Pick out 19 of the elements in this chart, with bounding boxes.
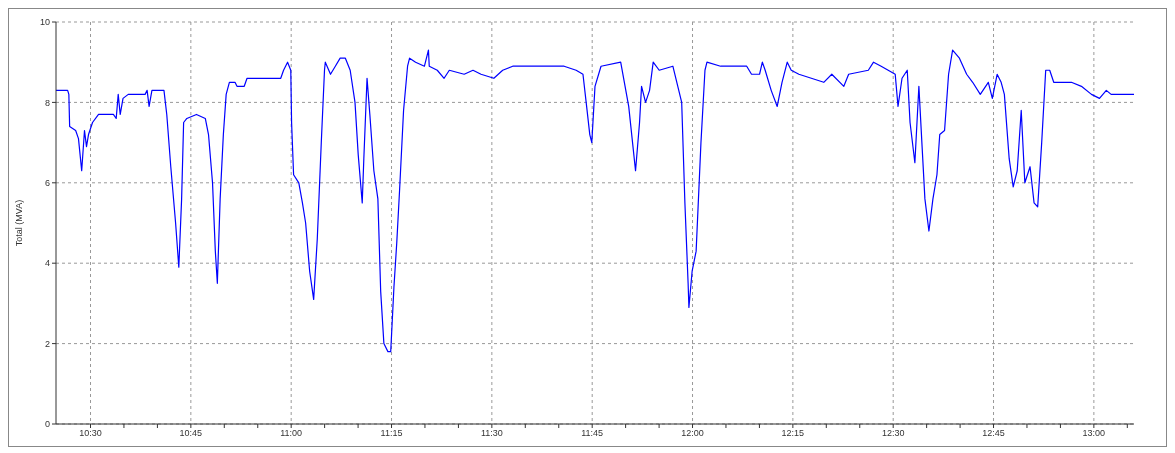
x-tick-label: 11:30: [480, 428, 503, 439]
x-tick-label: 12:15: [781, 428, 805, 439]
y-tick-label: 0: [44, 419, 50, 430]
x-tick-label: 12:45: [982, 428, 1005, 439]
x-tick-label: 10:45: [179, 428, 203, 439]
x-tick-label: 12:30: [881, 428, 905, 439]
y-tick-label: 8: [44, 97, 50, 108]
x-tick-label: 10:30: [79, 428, 102, 439]
y-tick-label: 10: [39, 17, 50, 28]
x-tick-label: 13:00: [1082, 428, 1106, 439]
x-tick-label: 11:00: [280, 428, 303, 439]
y-axis-title: Total (MVA): [14, 199, 25, 247]
x-tick-label: 12:00: [681, 428, 704, 439]
x-tick-label: 11:45: [581, 428, 604, 439]
x-tick-label: 11:15: [380, 428, 403, 439]
y-tick-label: 4: [44, 258, 50, 269]
y-tick-label: 2: [44, 338, 50, 349]
y-tick-label: 6: [44, 178, 50, 188]
line-series: [56, 49, 1134, 353]
